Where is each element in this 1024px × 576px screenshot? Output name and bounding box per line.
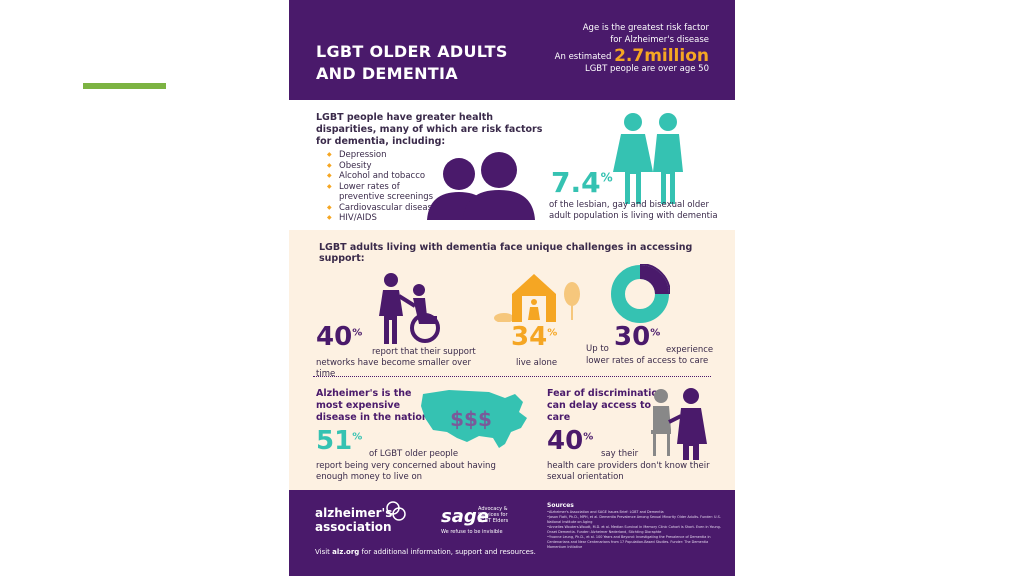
list-item: Obesity bbox=[327, 161, 439, 172]
discrimination-text-1: say their bbox=[601, 449, 639, 459]
risk-line-2: for Alzheimer's disease bbox=[610, 35, 709, 45]
list-item: Annelies Wouters-Woudt, M.D. et al. Medi… bbox=[547, 525, 723, 535]
alz-link[interactable]: alz.org bbox=[332, 548, 360, 556]
wheelchair-helper-icon bbox=[379, 273, 440, 344]
sage-description: Advocacy & Services for LGBT Elders bbox=[478, 506, 509, 524]
list-item: Lower rates of preventive screenings bbox=[327, 182, 439, 203]
disparities-heading: LGBT people have greater health disparit… bbox=[316, 112, 543, 147]
sage-logo: sage bbox=[441, 506, 489, 527]
silhouette-heads-icon bbox=[427, 152, 535, 220]
stat-7-4-text: of the lesbian, gay and bisexual older a… bbox=[549, 200, 718, 221]
alzheimers-association-logo: alzheimer's association bbox=[315, 506, 393, 534]
disparities-section: LGBT people have greater health disparit… bbox=[289, 100, 735, 230]
stat-51-percent: 51% bbox=[316, 426, 363, 456]
infographic: LGBT OLDER ADULTS AND DEMENTIA Age is th… bbox=[289, 0, 735, 576]
list-item: Jason Flatt, Ph.D., MPH, et al. Dementia… bbox=[547, 515, 723, 525]
couple-icon bbox=[613, 113, 683, 204]
sources-title: Sources bbox=[547, 502, 574, 509]
networks-text: report that their support networks have … bbox=[316, 347, 476, 379]
sage-tagline: We refuse to be invisible bbox=[441, 529, 503, 535]
visit-text: Visit alz.org for additional information… bbox=[315, 548, 536, 556]
discrimination-text-2: health care providers don't know their s… bbox=[547, 461, 710, 482]
stat-40-percent-discrimination: 40% bbox=[547, 426, 594, 456]
stat-7-4-percent: 7.4% bbox=[551, 166, 613, 199]
alone-text: live alone bbox=[516, 358, 558, 368]
estimate-value: 2.7million bbox=[614, 46, 709, 66]
discrimination-heading: Fear of discrimination can delay access … bbox=[547, 388, 665, 423]
donut-chart-icon bbox=[611, 264, 670, 323]
house-icon bbox=[494, 274, 580, 322]
sources-list: Alzheimer's Association and SAGE Issues … bbox=[547, 510, 723, 550]
list-item: Depression bbox=[327, 150, 439, 161]
access-prefix: Up to bbox=[586, 344, 609, 354]
risk-line-1: Age is the greatest risk factor bbox=[582, 23, 709, 33]
cost-text-1: of LGBT older people bbox=[369, 449, 459, 459]
access-text-2: lower rates of access to care bbox=[586, 356, 709, 366]
alz-logo-icon bbox=[386, 501, 406, 521]
disparities-list: Depression Obesity Alcohol and tobacco L… bbox=[327, 150, 439, 224]
infographic-header: LGBT OLDER ADULTS AND DEMENTIA Age is th… bbox=[289, 0, 735, 100]
header-risk-info: Age is the greatest risk factor for Alzh… bbox=[489, 22, 709, 75]
challenges-section: LGBT adults living with dementia face un… bbox=[289, 230, 735, 490]
estimate-line: An estimated 2.7million bbox=[554, 46, 709, 66]
estimate-suffix: LGBT people are over age 50 bbox=[584, 64, 709, 74]
us-map-shape: $$$ bbox=[421, 390, 527, 448]
challenges-heading: LGBT adults living with dementia face un… bbox=[319, 242, 693, 264]
list-item: Yvonne Leung, Ph.D., et al. 100 Years an… bbox=[547, 535, 723, 550]
infographic-title: LGBT OLDER ADULTS AND DEMENTIA bbox=[316, 42, 508, 83]
stat-30-percent-access: 30% bbox=[614, 322, 661, 352]
dollar-signs: $$$ bbox=[450, 407, 492, 431]
accent-line bbox=[83, 83, 166, 89]
caregiver-icon bbox=[651, 388, 707, 460]
list-item: Alzheimer's Association and SAGE Issues … bbox=[547, 510, 723, 515]
dotted-divider bbox=[313, 376, 711, 377]
list-item: Alcohol and tobacco bbox=[327, 171, 439, 182]
list-item: HIV/AIDS bbox=[327, 213, 439, 224]
stat-34-percent-alone: 34% bbox=[511, 322, 558, 352]
stat-40-percent-networks: 40% bbox=[316, 322, 363, 352]
list-item: Cardiovascular disease bbox=[327, 203, 439, 214]
us-map-icon: $$$ bbox=[419, 388, 531, 454]
access-text-1: experience bbox=[666, 345, 714, 355]
cost-text-2: report being very concerned about having… bbox=[316, 461, 496, 482]
cost-heading: Alzheimer's is the most expensive diseas… bbox=[316, 388, 429, 423]
infographic-footer: alzheimer's association sage Advocacy & … bbox=[289, 490, 735, 576]
